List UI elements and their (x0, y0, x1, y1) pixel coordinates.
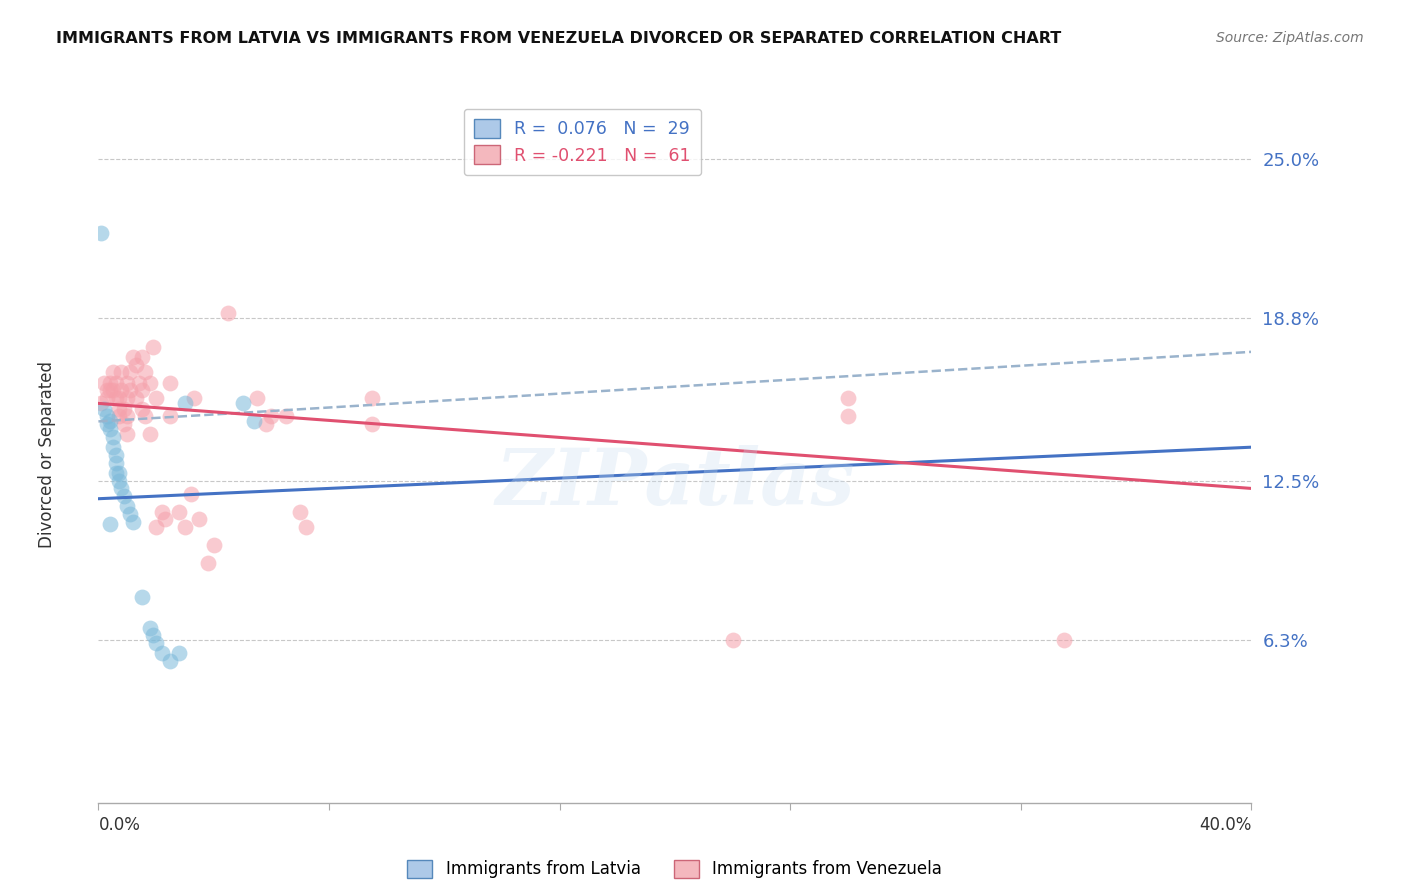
Point (101, 440, 124, 454)
Legend: Immigrants from Latvia, Immigrants from Venezuela: Immigrants from Latvia, Immigrants from … (401, 853, 949, 885)
Point (188, 512, 211, 526)
Text: 0.0%: 0.0% (98, 816, 141, 834)
Point (110, 482, 132, 496)
Point (110, 384, 132, 398)
Point (107, 401, 129, 416)
Point (246, 391, 269, 405)
Point (1053, 633, 1076, 648)
Text: IMMIGRANTS FROM LATVIA VS IMMIGRANTS FROM VENEZUELA DIVORCED OR SEPARATED CORREL: IMMIGRANTS FROM LATVIA VS IMMIGRANTS FRO… (56, 31, 1062, 46)
Point (98, 376, 121, 390)
Point (122, 515, 145, 529)
Text: 40.0%: 40.0% (1199, 816, 1251, 834)
Point (104, 448, 127, 462)
Point (145, 391, 167, 405)
Point (107, 466, 129, 480)
Point (128, 376, 150, 390)
Point (101, 366, 124, 380)
Point (93, 376, 115, 390)
Point (837, 391, 859, 405)
Point (96, 409, 118, 424)
Point (98, 517, 121, 532)
Point (117, 427, 139, 442)
Point (125, 391, 148, 405)
Point (112, 401, 135, 416)
Point (167, 646, 190, 660)
Point (120, 366, 142, 380)
Point (142, 628, 165, 642)
Point (131, 401, 153, 416)
Point (295, 520, 318, 534)
Point (98, 414, 121, 428)
Point (150, 646, 173, 660)
Point (101, 430, 124, 444)
Point (110, 366, 132, 380)
Point (139, 621, 162, 635)
Point (837, 409, 859, 424)
Point (104, 456, 127, 470)
Point (117, 376, 139, 390)
Point (183, 391, 205, 405)
Point (197, 556, 219, 570)
Point (174, 396, 197, 410)
Point (145, 636, 167, 650)
Point (159, 654, 181, 668)
Point (150, 505, 173, 519)
Point (139, 376, 162, 390)
Point (101, 384, 124, 398)
Point (131, 384, 153, 398)
Point (112, 489, 135, 503)
Point (93, 401, 115, 416)
Point (107, 391, 129, 405)
Point (112, 417, 135, 431)
Point (131, 590, 153, 604)
Point (361, 391, 384, 405)
Point (96, 384, 118, 398)
Text: ZIPatlas: ZIPatlas (495, 444, 855, 521)
Point (131, 350, 153, 364)
Point (721, 633, 744, 648)
Point (145, 520, 167, 534)
Point (98, 422, 121, 436)
Point (231, 396, 254, 410)
Point (243, 414, 266, 428)
Point (260, 409, 283, 424)
Point (134, 409, 156, 424)
Point (139, 427, 162, 442)
Point (134, 366, 156, 380)
Point (117, 391, 139, 405)
Point (159, 409, 181, 424)
Point (122, 350, 145, 364)
Point (142, 340, 165, 354)
Point (117, 409, 139, 424)
Point (96, 417, 118, 431)
Point (167, 505, 190, 519)
Point (254, 417, 277, 431)
Point (90, 227, 112, 241)
Point (107, 474, 129, 488)
Point (217, 306, 239, 320)
Point (120, 507, 142, 521)
Text: Source: ZipAtlas.com: Source: ZipAtlas.com (1216, 31, 1364, 45)
Point (274, 409, 297, 424)
Point (153, 512, 176, 526)
Point (125, 358, 148, 372)
Point (90, 396, 112, 410)
Point (104, 376, 127, 390)
Point (96, 391, 118, 405)
Point (104, 466, 127, 480)
Point (290, 505, 312, 519)
Point (117, 500, 139, 514)
Point (120, 384, 142, 398)
Point (174, 520, 197, 534)
Point (159, 376, 181, 390)
Point (104, 391, 127, 405)
Point (361, 417, 384, 431)
Point (98, 384, 121, 398)
Text: Divorced or Separated: Divorced or Separated (38, 361, 56, 549)
Point (202, 538, 225, 552)
Point (107, 409, 129, 424)
Point (180, 486, 202, 500)
